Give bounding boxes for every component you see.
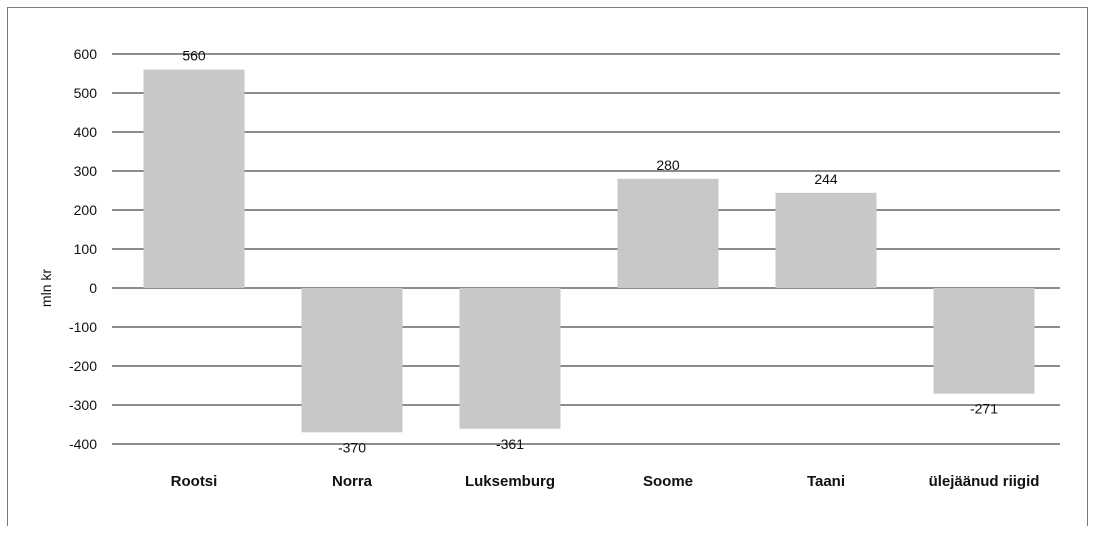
bar-rootsi (143, 69, 245, 288)
y-tick-label: 0 (89, 280, 97, 296)
x-category-label: Soome (643, 473, 693, 490)
gridlines (112, 53, 1060, 445)
bar-norra (301, 288, 403, 433)
bars (143, 69, 1035, 433)
x-category-label: Luksemburg (465, 473, 555, 490)
data-label: -361 (496, 436, 524, 452)
y-tick-label: 100 (74, 241, 98, 257)
x-category-label: Taani (807, 473, 845, 490)
data-label: -370 (338, 439, 366, 455)
bar-ülejäänud-riigid (933, 288, 1035, 394)
data-labels: 560 -370 -361 280 244 -271 (182, 48, 998, 456)
y-tick-label: 200 (74, 202, 98, 218)
y-axis-title: mln kr (38, 269, 54, 307)
x-axis-categories: Rootsi Norra Luksemburg Soome Taani ülejäänud… (171, 473, 1040, 490)
y-tick-label: 600 (74, 46, 98, 62)
y-tick-label: -400 (69, 436, 97, 452)
y-tick-label: -100 (69, 319, 97, 335)
y-axis-ticks: 600 500 400 300 200 100 0 -100 -200 -300 -400 (69, 46, 97, 452)
y-tick-label: 400 (74, 124, 98, 140)
x-category-label: Rootsi (171, 473, 218, 490)
x-category-label: Norra (332, 473, 373, 490)
y-tick-label: 300 (74, 163, 98, 179)
x-category-label: ülejäänud riigid (929, 473, 1040, 490)
y-tick-label: 500 (74, 85, 98, 101)
bar-taani (775, 192, 877, 288)
data-label: 280 (656, 157, 680, 173)
data-label: 244 (814, 171, 838, 187)
y-tick-label: -300 (69, 397, 97, 413)
bar-soome (617, 178, 719, 288)
y-tick-label: -200 (69, 358, 97, 374)
data-label: 560 (182, 48, 206, 64)
data-label: -271 (970, 401, 998, 417)
bar-luksemburg (459, 288, 561, 429)
